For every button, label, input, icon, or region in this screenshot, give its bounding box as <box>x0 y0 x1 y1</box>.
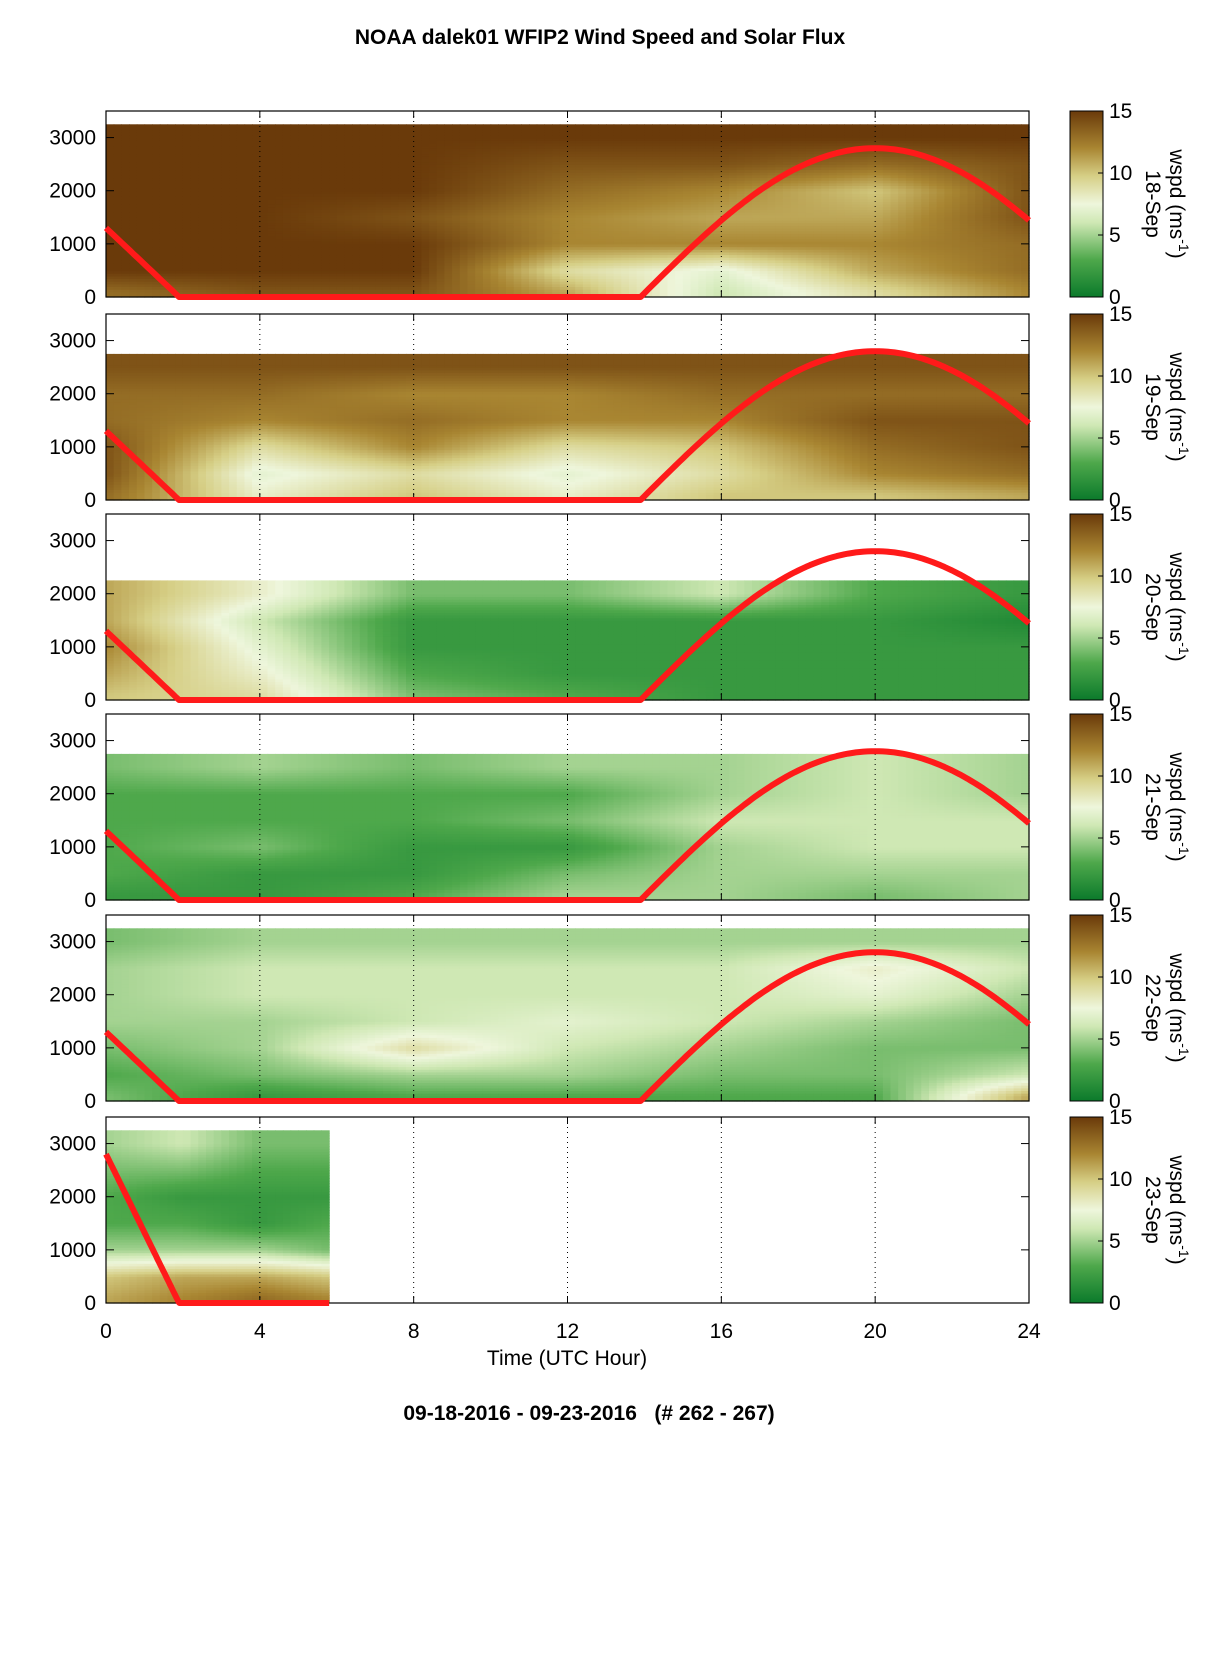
wspd-cell <box>206 124 214 127</box>
wspd-cell <box>175 124 183 127</box>
chart-title: NOAA dalek01 WFIP2 Wind Speed and Solar … <box>355 26 846 49</box>
wspd-cell <box>106 124 114 127</box>
wspd-cell <box>191 124 199 127</box>
wspd-cell <box>183 124 191 127</box>
wspd-cell <box>129 124 137 127</box>
wspd-cell <box>137 124 145 127</box>
wspd-cell <box>152 124 160 127</box>
wspd-cell <box>145 124 153 127</box>
wspd-cell <box>160 124 168 127</box>
wspd-cell <box>214 124 222 127</box>
wspd-cell <box>114 124 122 127</box>
wspd-cell <box>121 124 129 127</box>
wspd-cell <box>168 124 176 127</box>
wspd-cell <box>198 124 206 127</box>
chart-figure: NOAA dalek01 WFIP2 Wind Speed and Solar … <box>0 0 1227 1655</box>
